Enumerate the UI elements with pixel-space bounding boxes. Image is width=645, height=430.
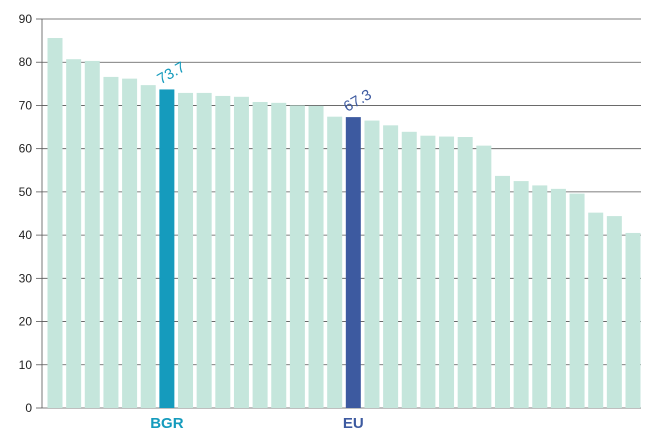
- bar: [178, 92, 194, 408]
- bar: [47, 38, 63, 409]
- bar: [84, 60, 100, 409]
- bar: [588, 212, 604, 408]
- bar: [420, 135, 436, 408]
- bar: [327, 116, 343, 409]
- bar: [140, 85, 156, 408]
- bar: [196, 92, 212, 408]
- bar-eu: [345, 117, 361, 409]
- bar: [308, 105, 324, 408]
- y-tick-label-30: 30: [19, 271, 33, 285]
- bar: [215, 95, 231, 408]
- bar: [289, 105, 305, 408]
- y-tick-label-50: 50: [19, 185, 33, 199]
- bar: [252, 101, 268, 409]
- bar: [532, 185, 548, 408]
- bars: [47, 38, 641, 409]
- bar: [494, 175, 510, 408]
- bar: [383, 125, 399, 408]
- y-tick-label-20: 20: [19, 315, 33, 329]
- y-tick-label-60: 60: [19, 142, 33, 156]
- bar: [569, 193, 585, 408]
- y-tick-label-90: 90: [19, 12, 33, 26]
- bar-bgr: [159, 89, 175, 408]
- bar: [401, 131, 417, 408]
- bar: [122, 78, 138, 409]
- bar: [606, 216, 622, 408]
- bar: [625, 232, 641, 408]
- y-tick-label-70: 70: [19, 98, 33, 112]
- y-tick-label-0: 0: [25, 401, 32, 415]
- bar: [476, 145, 492, 408]
- bar: [103, 76, 119, 409]
- y-tick-label-40: 40: [19, 228, 33, 242]
- bar: [439, 136, 455, 408]
- bar: [271, 102, 287, 408]
- y-tick-label-80: 80: [19, 55, 33, 69]
- y-tick-label-10: 10: [19, 358, 33, 372]
- bar: [550, 188, 566, 408]
- category-label-bgr: BGR: [150, 415, 184, 430]
- y-axis: 0 10 20 30 40 50 60 70 80 90: [19, 12, 43, 415]
- value-label-eu: 67.3: [341, 86, 375, 115]
- bar: [66, 59, 82, 408]
- value-label-bgr: 73.7: [154, 59, 188, 88]
- bar: [364, 120, 380, 408]
- bar: [513, 181, 529, 408]
- category-label-eu: EU: [343, 415, 364, 430]
- bar: [457, 137, 473, 408]
- bar: [233, 96, 249, 409]
